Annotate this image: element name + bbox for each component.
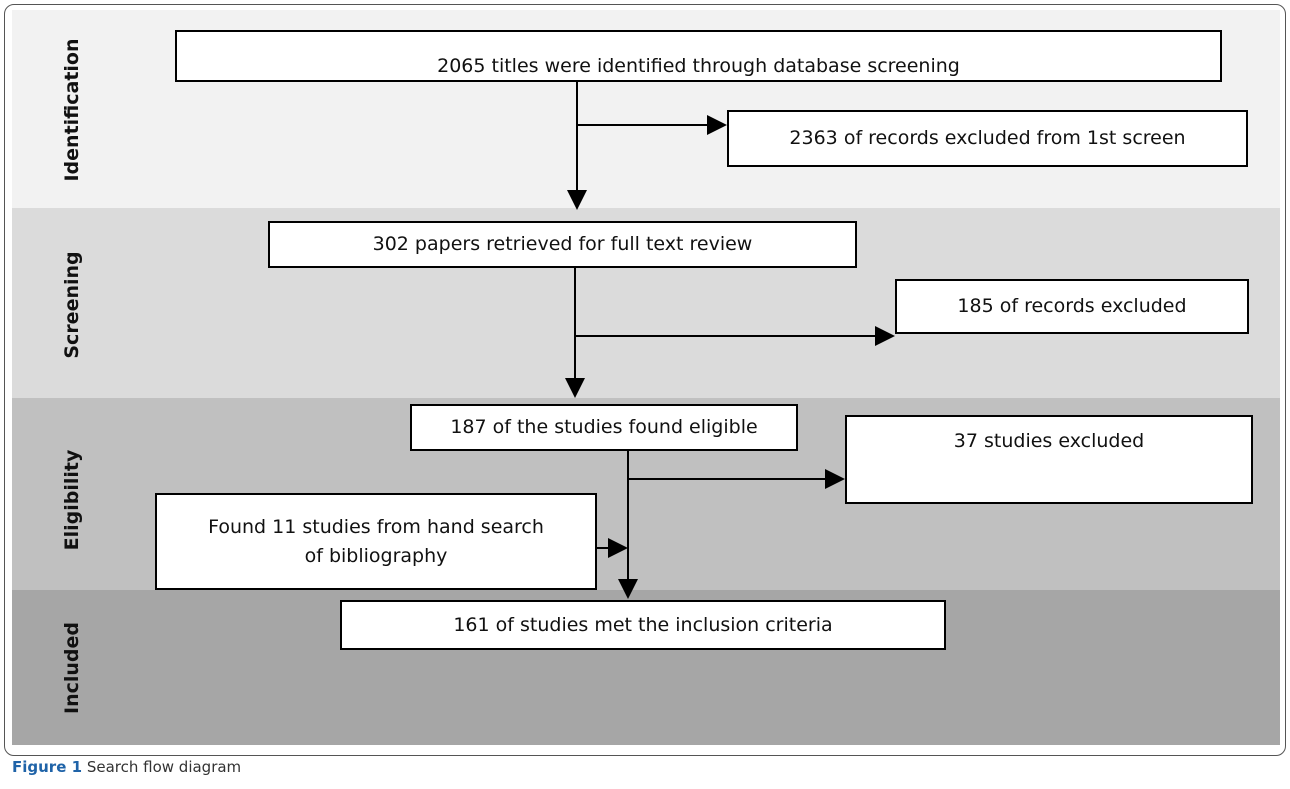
box: 37 studies excluded xyxy=(845,415,1253,504)
caption-label: Figure 1 xyxy=(12,758,83,776)
box: 185 of records excluded xyxy=(895,279,1249,334)
box: 302 papers retrieved for full text revie… xyxy=(268,221,857,268)
caption: Figure 1 Search flow diagram xyxy=(12,758,241,776)
caption-text: Search flow diagram xyxy=(86,758,242,776)
frame xyxy=(4,4,1286,756)
box: 2363 of records excluded from 1st screen xyxy=(727,110,1248,167)
box: 187 of the studies found eligible xyxy=(410,404,798,451)
box: 2065 titles were identified through data… xyxy=(175,30,1222,82)
box: Found 11 studies from hand search of bib… xyxy=(155,493,597,590)
box: 161 of studies met the inclusion criteri… xyxy=(340,600,946,650)
